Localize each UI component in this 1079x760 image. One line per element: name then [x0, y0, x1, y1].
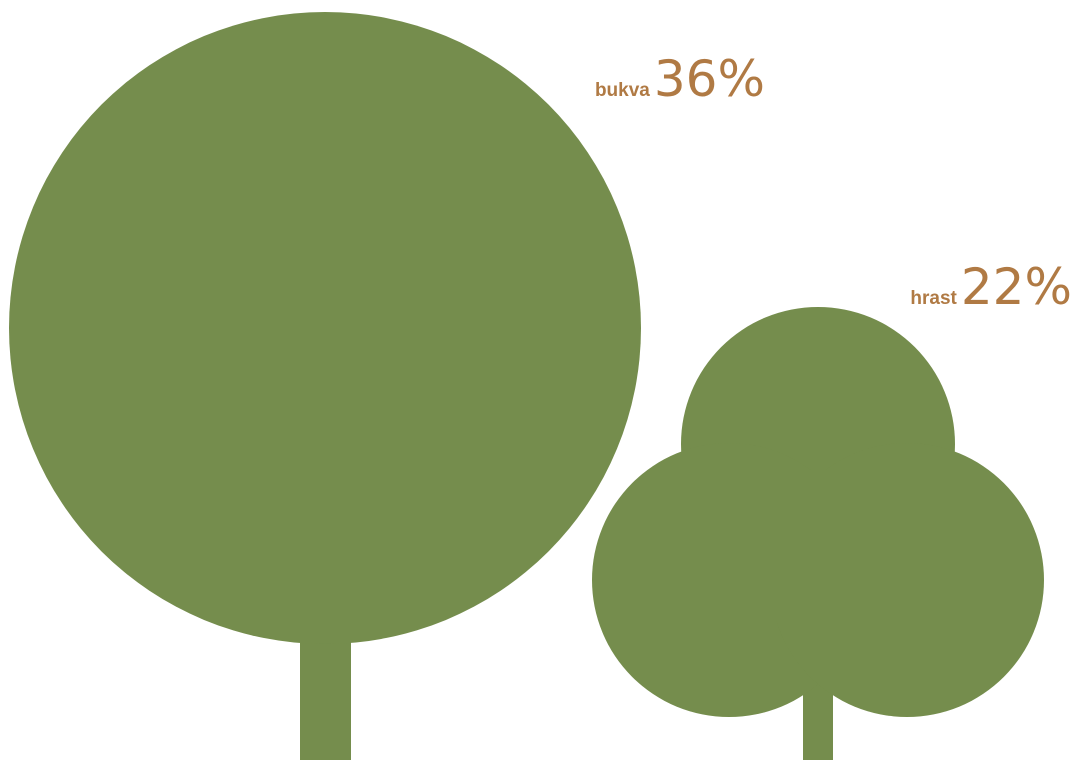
tree-icons: [9, 12, 1044, 760]
hrast-value-label: 22%: [961, 258, 1072, 316]
bukva-tree: [9, 12, 641, 760]
hrast-tree: [592, 307, 1044, 760]
bukva-label: bukva36%: [595, 50, 765, 108]
bukva-crown: [9, 12, 641, 644]
hrast-trunk: [803, 680, 833, 760]
bukva-value-label: 36%: [654, 50, 765, 108]
data-labels: bukva36% hrast22%: [595, 50, 1072, 316]
hrast-name-label: hrast: [910, 288, 957, 309]
bukva-name-label: bukva: [595, 80, 650, 101]
hrast-label: hrast22%: [910, 258, 1072, 316]
hrast-crown-center: [750, 470, 886, 620]
